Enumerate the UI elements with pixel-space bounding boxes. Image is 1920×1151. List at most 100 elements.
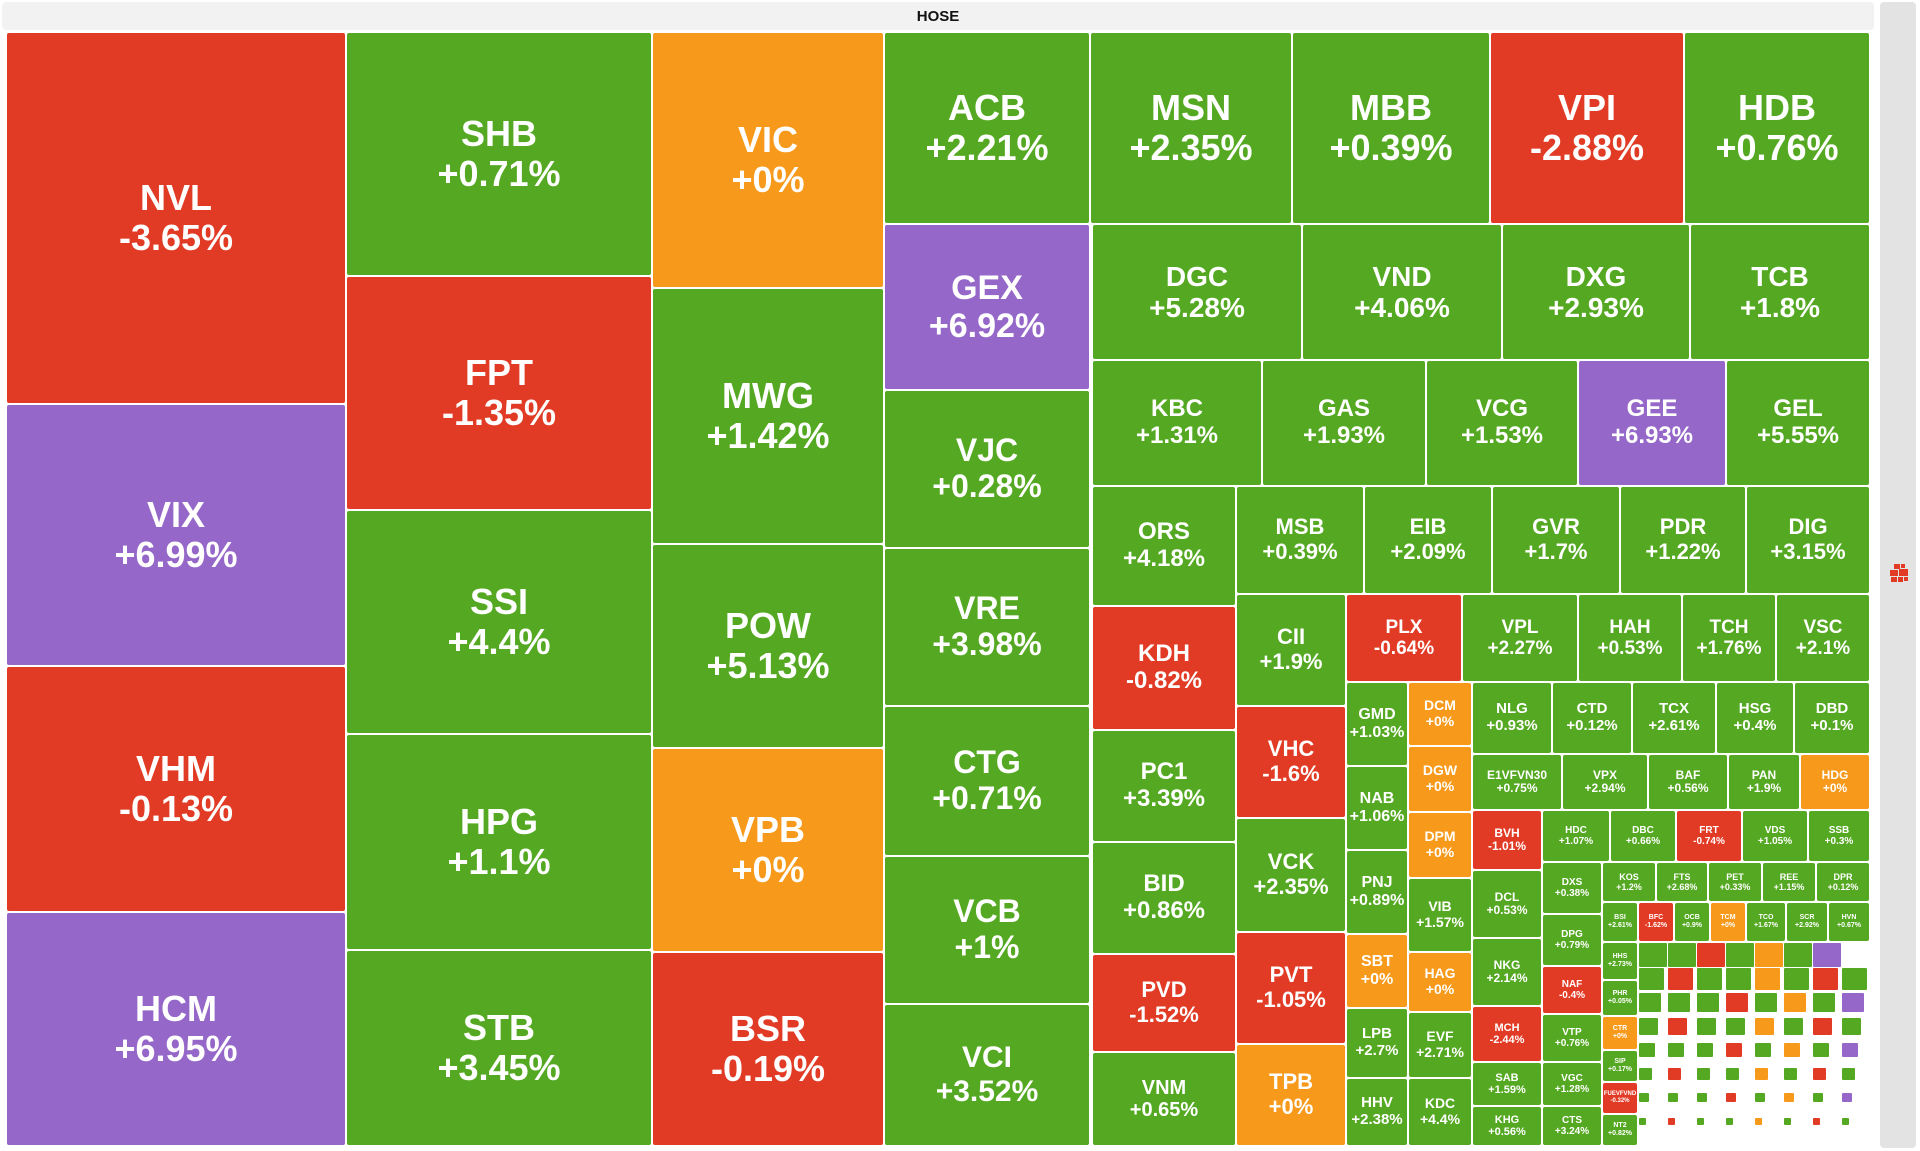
stock-tile-vpi[interactable]: VPI -2.88% — [1490, 32, 1684, 224]
treemap-minor-tile[interactable] — [1754, 1067, 1769, 1081]
stock-tile-stb[interactable]: STB +3.45% — [346, 950, 652, 1146]
treemap-minor-tile[interactable] — [1638, 1017, 1659, 1036]
treemap-minor-tile[interactable] — [1696, 1092, 1708, 1103]
stock-tile-nab[interactable]: NAB +1.06% — [1346, 766, 1408, 850]
stock-tile-frt[interactable]: FRT -0.74% — [1676, 810, 1742, 862]
treemap-minor-tile[interactable] — [1696, 992, 1720, 1013]
treemap-minor-tile[interactable] — [1783, 1117, 1792, 1126]
stock-tile-sbt[interactable]: SBT +0% — [1346, 934, 1408, 1008]
stock-tile-pc1[interactable]: PC1 +3.39% — [1092, 730, 1236, 842]
treemap-minor-tile[interactable] — [1841, 967, 1868, 991]
stock-tile-fpt[interactable]: FPT -1.35% — [346, 276, 652, 510]
stock-tile-baf[interactable]: BAF +0.56% — [1648, 754, 1728, 810]
treemap-minor-tile[interactable] — [1725, 1017, 1746, 1036]
stock-tile-vhm[interactable]: VHM -0.13% — [6, 666, 346, 912]
treemap-minor-tile[interactable] — [1754, 992, 1778, 1013]
stock-tile-dpm[interactable]: DPM +0% — [1408, 812, 1472, 878]
stock-tile-tcx[interactable]: TCX +2.61% — [1632, 682, 1716, 754]
stock-tile-dpr[interactable]: DPR +0.12% — [1816, 862, 1870, 902]
stock-tile-gel[interactable]: GEL +5.55% — [1726, 360, 1870, 486]
stock-tile-scr[interactable]: SCR +2.92% — [1786, 902, 1828, 942]
stock-tile-msb[interactable]: MSB +0.39% — [1236, 486, 1364, 594]
treemap-minor-tile[interactable] — [1667, 1117, 1676, 1126]
stock-tile-fts[interactable]: FTS +2.68% — [1656, 862, 1708, 902]
stock-tile-ocb[interactable]: OCB +0.9% — [1674, 902, 1710, 942]
treemap-minor-tile[interactable] — [1812, 967, 1839, 991]
treemap-minor-tile[interactable] — [1812, 1067, 1827, 1081]
stock-tile-vre[interactable]: VRE +3.98% — [884, 548, 1090, 706]
treemap-minor-tile[interactable] — [1812, 1017, 1833, 1036]
stock-tile-vcb[interactable]: VCB +1% — [884, 856, 1090, 1004]
stock-tile-nt2[interactable]: NT2 +0.82% — [1602, 1114, 1638, 1146]
treemap-minor-tile[interactable] — [1812, 1092, 1824, 1103]
stock-tile-dxg[interactable]: DXG +2.93% — [1502, 224, 1690, 360]
stock-tile-tcb[interactable]: TCB +1.8% — [1690, 224, 1870, 360]
stock-tile-gmd[interactable]: GMD +1.03% — [1346, 682, 1408, 766]
stock-tile-bvh[interactable]: BVH -1.01% — [1472, 810, 1542, 870]
treemap-minor-tile[interactable] — [1812, 1117, 1821, 1126]
stock-tile-tco[interactable]: TCO +1.67% — [1746, 902, 1786, 942]
stock-tile-bsi[interactable]: BSI +2.61% — [1602, 902, 1638, 942]
stock-tile-pnj[interactable]: PNJ +0.89% — [1346, 850, 1408, 934]
stock-tile-pdr[interactable]: PDR +1.22% — [1620, 486, 1746, 594]
stock-tile-gvr[interactable]: GVR +1.7% — [1492, 486, 1620, 594]
stock-tile-vds[interactable]: VDS +1.05% — [1742, 810, 1808, 862]
treemap-minor-tile[interactable] — [1754, 942, 1784, 968]
stock-tile-ssb[interactable]: SSB +0.3% — [1808, 810, 1870, 862]
stock-tile-dgc[interactable]: DGC +5.28% — [1092, 224, 1302, 360]
stock-tile-lpb[interactable]: LPB +2.7% — [1346, 1008, 1408, 1078]
treemap-minor-tile[interactable] — [1783, 942, 1813, 968]
stock-tile-hdc[interactable]: HDC +1.07% — [1542, 810, 1610, 862]
treemap-minor-tile[interactable] — [1667, 1042, 1685, 1058]
stock-tile-mwg[interactable]: MWG +1.42% — [652, 288, 884, 544]
stock-tile-vnm[interactable]: VNM +0.65% — [1092, 1052, 1236, 1146]
treemap-minor-tile[interactable] — [1696, 1042, 1714, 1058]
stock-tile-gex[interactable]: GEX +6.92% — [884, 224, 1090, 390]
stock-tile-nkg[interactable]: NKG +2.14% — [1472, 938, 1542, 1006]
stock-tile-vpl[interactable]: VPL +2.27% — [1462, 594, 1578, 682]
stock-tile-vic[interactable]: VIC +0% — [652, 32, 884, 288]
stock-tile-hsg[interactable]: HSG +0.4% — [1716, 682, 1794, 754]
treemap-minor-tile[interactable] — [1783, 1017, 1804, 1036]
treemap-minor-tile[interactable] — [1667, 992, 1691, 1013]
stock-tile-vgc[interactable]: VGC +1.28% — [1542, 1062, 1602, 1106]
stock-tile-pvd[interactable]: PVD -1.52% — [1092, 954, 1236, 1052]
treemap-minor-tile[interactable] — [1783, 967, 1810, 991]
treemap-minor-tile[interactable] — [1783, 992, 1807, 1013]
stock-tile-dcm[interactable]: DCM +0% — [1408, 682, 1472, 746]
treemap-minor-tile[interactable] — [1725, 992, 1749, 1013]
treemap-minor-tile[interactable] — [1841, 1017, 1862, 1036]
treemap-minor-tile[interactable] — [1754, 1092, 1766, 1103]
treemap-minor-tile[interactable] — [1638, 1092, 1650, 1103]
treemap-minor-tile[interactable] — [1638, 1042, 1656, 1058]
treemap-minor-tile[interactable] — [1812, 942, 1842, 968]
stock-tile-sip[interactable]: SIP +0.17% — [1602, 1050, 1638, 1082]
treemap-minor-tile[interactable] — [1812, 1042, 1830, 1058]
stock-tile-eib[interactable]: EIB +2.09% — [1364, 486, 1492, 594]
treemap-minor-tile[interactable] — [1667, 1067, 1682, 1081]
stock-tile-kdh[interactable]: KDH -0.82% — [1092, 606, 1236, 730]
stock-tile-evf[interactable]: EVF +2.71% — [1408, 1012, 1472, 1078]
stock-tile-vpx[interactable]: VPX +2.94% — [1562, 754, 1648, 810]
stock-tile-hcm[interactable]: HCM +6.95% — [6, 912, 346, 1146]
stock-tile-vpb[interactable]: VPB +0% — [652, 748, 884, 952]
stock-tile-sab[interactable]: SAB +1.59% — [1472, 1062, 1542, 1106]
stock-tile-vjc[interactable]: VJC +0.28% — [884, 390, 1090, 548]
stock-tile-pet[interactable]: PET +0.33% — [1708, 862, 1762, 902]
stock-tile-mbb[interactable]: MBB +0.39% — [1292, 32, 1490, 224]
treemap-minor-tile[interactable] — [1754, 1117, 1763, 1126]
stock-tile-dig[interactable]: DIG +3.15% — [1746, 486, 1870, 594]
stock-tile-cts[interactable]: CTS +3.24% — [1542, 1106, 1602, 1146]
stock-tile-dxs[interactable]: DXS +0.38% — [1542, 862, 1602, 914]
stock-tile-bsr[interactable]: BSR -0.19% — [652, 952, 884, 1146]
stock-tile-vsc[interactable]: VSC +2.1% — [1776, 594, 1870, 682]
stock-tile-ctd[interactable]: CTD +0.12% — [1552, 682, 1632, 754]
stock-tile-e1vfvn30[interactable]: E1VFVN30 +0.75% — [1472, 754, 1562, 810]
stock-tile-tcm[interactable]: TCM +0% — [1710, 902, 1746, 942]
stock-tile-hvn[interactable]: HVN +0.67% — [1828, 902, 1870, 942]
stock-tile-phr[interactable]: PHR +0.05% — [1602, 980, 1638, 1016]
stock-tile-hpg[interactable]: HPG +1.1% — [346, 734, 652, 950]
stock-tile-pvt[interactable]: PVT -1.05% — [1236, 932, 1346, 1044]
stock-tile-vck[interactable]: VCK +2.35% — [1236, 818, 1346, 932]
stock-tile-tpb[interactable]: TPB +0% — [1236, 1044, 1346, 1146]
